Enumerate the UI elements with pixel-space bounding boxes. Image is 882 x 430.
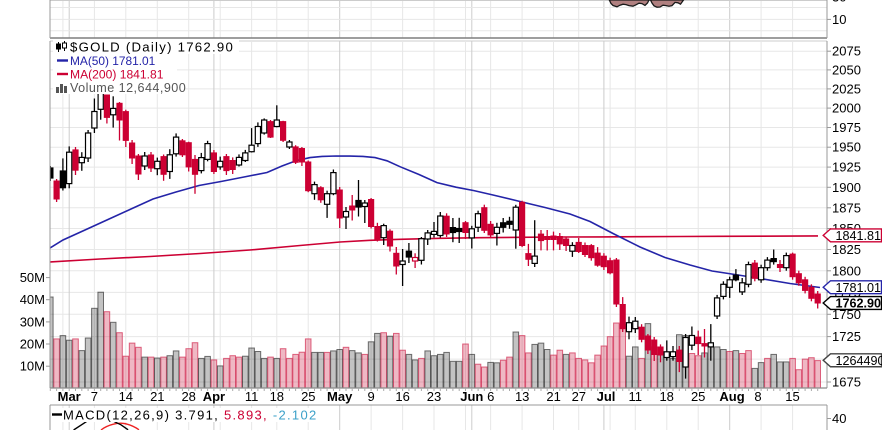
svg-text:1762.90: 1762.90: [836, 297, 882, 311]
svg-text:20M: 20M: [20, 337, 45, 352]
svg-text:25: 25: [301, 389, 315, 404]
svg-text:1975: 1975: [832, 120, 861, 135]
svg-text:2075: 2075: [832, 44, 861, 59]
svg-text:1925: 1925: [832, 160, 861, 175]
svg-text:7: 7: [91, 389, 98, 404]
svg-text:50M: 50M: [20, 270, 45, 285]
svg-text:11: 11: [629, 389, 643, 404]
svg-text:Jun: Jun: [460, 389, 483, 404]
svg-text:13: 13: [515, 389, 529, 404]
svg-text:$GOLD (Daily) 1762.90: $GOLD (Daily) 1762.90: [70, 40, 234, 55]
svg-text:18: 18: [659, 389, 673, 404]
svg-text:9: 9: [367, 389, 374, 404]
svg-text:2025: 2025: [832, 81, 861, 96]
svg-text:30: 30: [832, 0, 846, 5]
svg-text:Jul: Jul: [597, 389, 616, 404]
svg-text:21: 21: [546, 389, 560, 404]
svg-text:Mar: Mar: [58, 389, 81, 404]
svg-text:1800: 1800: [832, 263, 861, 278]
svg-text:1825: 1825: [832, 242, 861, 257]
svg-text:6: 6: [487, 389, 494, 404]
svg-text:10: 10: [832, 12, 846, 27]
svg-text:25: 25: [691, 389, 705, 404]
svg-text:23: 23: [427, 389, 441, 404]
svg-text:21: 21: [150, 389, 164, 404]
svg-text:1781.01: 1781.01: [836, 281, 882, 295]
svg-text:16: 16: [395, 389, 409, 404]
svg-text:27: 27: [572, 389, 586, 404]
svg-text:May: May: [327, 389, 353, 404]
svg-text:11: 11: [245, 389, 259, 404]
svg-text:1264490: 1264490: [836, 354, 882, 368]
svg-text:MA(200) 1841.81: MA(200) 1841.81: [70, 68, 164, 82]
svg-text:1841.81: 1841.81: [836, 229, 882, 243]
svg-text:Volume 12,644,900: Volume 12,644,900: [70, 81, 186, 95]
svg-text:2050: 2050: [832, 62, 861, 77]
svg-text:8: 8: [754, 389, 761, 404]
svg-text:10M: 10M: [20, 359, 45, 374]
svg-text:40M: 40M: [20, 292, 45, 307]
svg-text:15: 15: [785, 389, 799, 404]
svg-text:1950: 1950: [832, 140, 861, 155]
svg-text:1875: 1875: [832, 200, 861, 215]
svg-text:1750: 1750: [832, 307, 861, 322]
svg-text:28: 28: [181, 389, 195, 404]
svg-text:MACD(12,26,9) 3.791, 5.893, -2: MACD(12,26,9) 3.791, 5.893, -2.102: [63, 408, 318, 423]
svg-text:30M: 30M: [20, 314, 45, 329]
svg-text:1900: 1900: [832, 180, 861, 195]
svg-text:18: 18: [270, 389, 284, 404]
svg-text:40: 40: [832, 411, 846, 426]
svg-text:2000: 2000: [832, 101, 861, 116]
svg-text:Apr: Apr: [203, 389, 225, 404]
svg-text:MA(50) 1781.01: MA(50) 1781.01: [70, 54, 156, 68]
svg-text:Aug: Aug: [719, 389, 744, 404]
svg-text:1725: 1725: [832, 329, 861, 344]
svg-text:1675: 1675: [832, 375, 861, 390]
svg-text:14: 14: [119, 389, 133, 404]
